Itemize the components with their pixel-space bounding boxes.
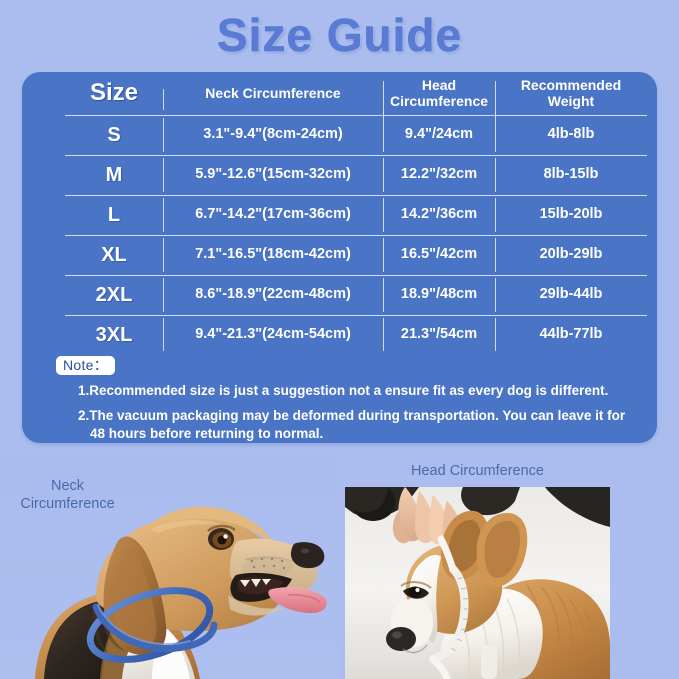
cell-neck: 5.9"-12.6"(15cm-32cm) <box>163 158 383 192</box>
cell-size: L <box>107 204 121 226</box>
note-section: Note： 1.Recommended size is just a sugge… <box>56 356 643 450</box>
cell-weight: 4lb-8lb <box>495 118 647 152</box>
cell-weight: 15lb-20lb <box>495 198 647 232</box>
table-row: M 5.9"-12.6"(15cm-32cm) 12.2"/32cm 8lb-1… <box>22 155 657 195</box>
cell-neck: 7.1"-16.5"(18cm-42cm) <box>163 238 383 272</box>
cell-head: 9.4"/24cm <box>383 118 495 152</box>
table-row: L 6.7"-14.2"(17cm-36cm) 14.2"/36cm 15lb-… <box>22 195 657 235</box>
note-item: 2.The vacuum packaging may be deformed d… <box>78 407 626 441</box>
note-badge: Note： <box>56 356 116 376</box>
cell-neck: 3.1"-9.4"(8cm-24cm) <box>163 118 383 152</box>
cell-size: M <box>105 164 123 186</box>
note-item: 1.Recommended size is just a suggestion … <box>78 383 609 399</box>
column-header-size: Size <box>89 79 139 107</box>
cell-neck: 8.6"-18.9"(22cm-48cm) <box>163 278 383 312</box>
neck-label-line2: Circumference <box>20 496 115 513</box>
cell-head: 18.9"/48cm <box>383 278 495 312</box>
table-row: 2XL 8.6"-18.9"(22cm-48cm) 18.9"/48cm 29l… <box>22 275 657 315</box>
note-list: 1.Recommended size is just a suggestion … <box>56 382 643 442</box>
table-row: XL 7.1"-16.5"(18cm-42cm) 16.5"/42cm 20lb… <box>22 235 657 275</box>
size-table-panel: Size Neck Circumference Head Circumferen… <box>22 72 657 443</box>
column-header-weight: Recommended Weight <box>495 77 647 118</box>
page-title: Size Guide <box>216 9 463 62</box>
cell-head: 21.3"/54cm <box>383 318 495 351</box>
cell-size: S <box>107 124 121 146</box>
head-measure-tape <box>429 565 469 663</box>
table-row: 3XL 9.4"-21.3"(24cm-54cm) 21.3"/54cm 44l… <box>22 315 657 355</box>
head-measurement-photo <box>345 487 610 679</box>
corgi-illustration <box>345 487 610 679</box>
neck-label-line1: Neck <box>50 478 85 494</box>
cell-size: XL <box>101 244 127 266</box>
cell-neck: 6.7"-14.2"(17cm-36cm) <box>163 198 383 232</box>
cell-size: 3XL <box>95 324 133 346</box>
cell-weight: 20lb-29lb <box>495 238 647 272</box>
table-row: S 3.1"-9.4"(8cm-24cm) 9.4"/24cm 4lb-8lb <box>22 115 657 155</box>
head-circumference-label: Head Circumference <box>411 463 544 479</box>
column-header-neck: Neck Circumference <box>163 85 383 111</box>
column-header-head: Head Circumference <box>383 77 495 118</box>
neck-measure-loop <box>86 587 214 663</box>
neck-circumference-label: Neck Circumference <box>5 477 130 513</box>
cell-weight: 44lb-77lb <box>495 318 647 351</box>
cell-size: 2XL <box>95 284 133 306</box>
cell-head: 14.2"/36cm <box>383 198 495 232</box>
cell-head: 12.2"/32cm <box>383 158 495 192</box>
cell-neck: 9.4"-21.3"(24cm-54cm) <box>163 318 383 351</box>
table-header-row: Size Neck Circumference Head Circumferen… <box>22 72 657 118</box>
neck-measurement-photo <box>0 455 340 679</box>
size-table: Size Neck Circumference Head Circumferen… <box>22 72 657 355</box>
cell-head: 16.5"/42cm <box>383 238 495 272</box>
cell-weight: 29lb-44lb <box>495 278 647 312</box>
beagle-illustration <box>0 455 340 679</box>
cell-weight: 8lb-15lb <box>495 158 647 192</box>
